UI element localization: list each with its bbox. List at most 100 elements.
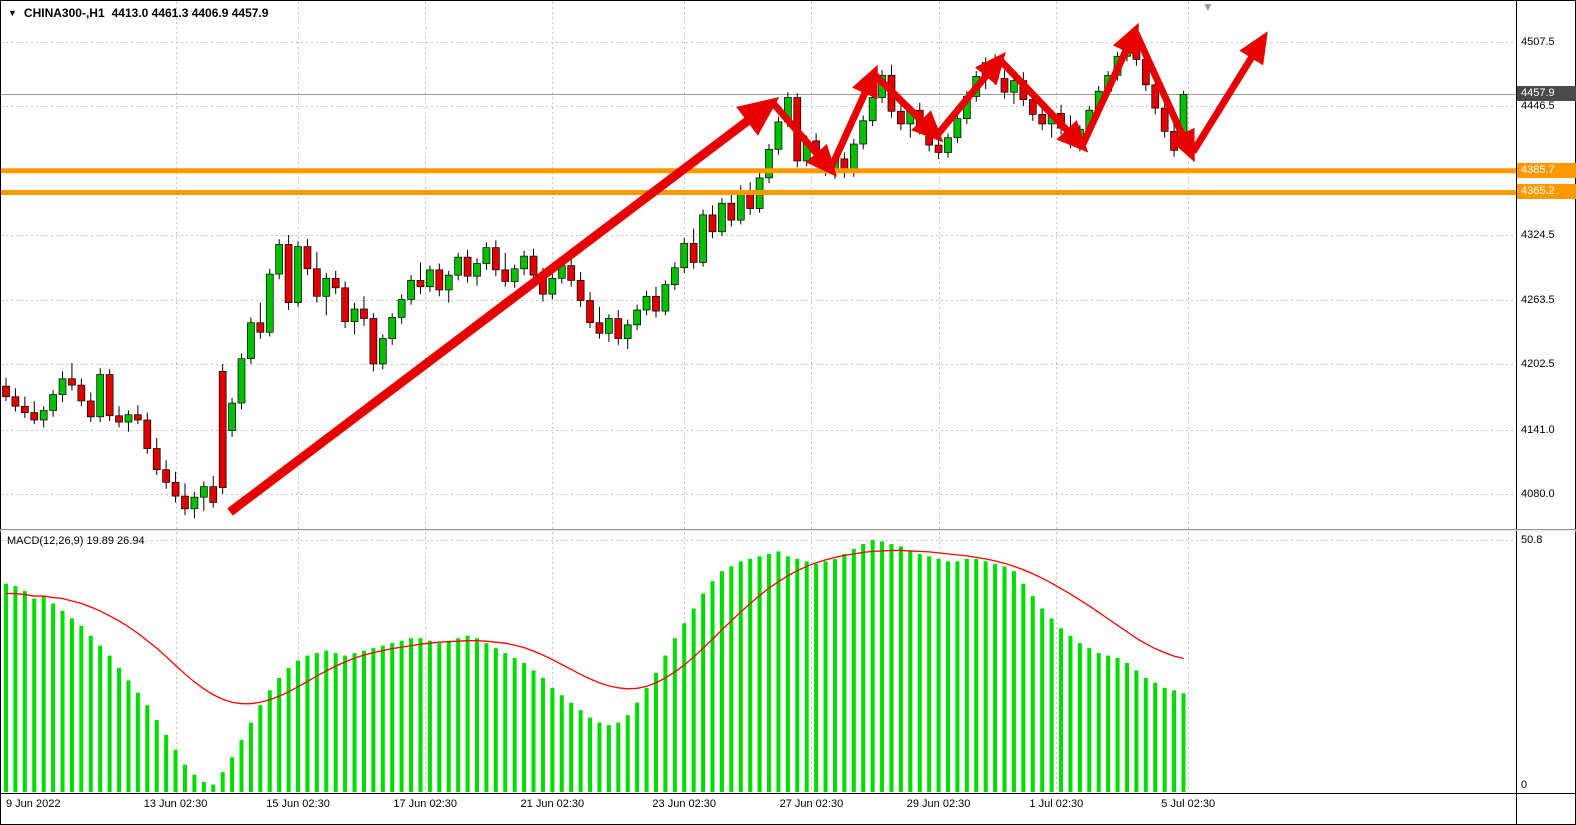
candle-body — [614, 318, 623, 339]
macd-histogram-bar — [182, 764, 187, 792]
macd-histogram-bar — [710, 581, 715, 792]
candle-body — [868, 97, 877, 122]
macd-histogram-bar — [361, 650, 366, 792]
trend-arrow[interactable] — [1190, 31, 1268, 154]
trend-arrow[interactable] — [1079, 22, 1139, 146]
macd-histogram-bar — [719, 571, 724, 792]
candle-body — [218, 371, 227, 489]
chart-shift-marker-icon[interactable]: ▼ — [1202, 0, 1214, 14]
candle-body — [68, 378, 76, 386]
macd-max-label: 50.8 — [1521, 534, 1543, 546]
macd-histogram-bar — [1153, 682, 1158, 792]
candle-body — [727, 202, 736, 221]
macd-histogram-bar — [79, 625, 84, 792]
time-axis[interactable]: 9 Jun 2022 13 Jun 02:30 15 Jun 02:30 17 Jun… — [0, 794, 1516, 825]
macd-histogram-bar — [418, 638, 423, 792]
candle-body — [699, 214, 707, 263]
candle-body — [388, 317, 397, 339]
macd-histogram-bar — [173, 749, 178, 792]
candle-body — [718, 202, 726, 233]
level-price-badge: 4385.7 — [1517, 162, 1576, 178]
candle-body — [143, 419, 152, 449]
macd-histogram-bar — [164, 734, 169, 792]
price-tick-label: 4446.5 — [1521, 100, 1555, 113]
candle-body — [199, 486, 208, 498]
macd-histogram-bar — [946, 561, 950, 792]
macd-histogram-bar — [578, 710, 583, 792]
macd-histogram-bar — [814, 563, 819, 792]
trend-arrow[interactable] — [827, 64, 878, 170]
macd-histogram-bar — [446, 640, 451, 792]
macd-histogram-bar — [738, 561, 743, 792]
macd-histogram-bar — [663, 655, 668, 792]
macd-histogram-bar — [230, 757, 235, 792]
candle-body — [77, 384, 86, 402]
candle-body — [96, 374, 105, 418]
macd-histogram-bar — [13, 586, 18, 792]
candle-body — [765, 148, 773, 179]
trend-arrow[interactable] — [998, 58, 1089, 153]
candle-body — [313, 268, 321, 297]
trend-arrow[interactable] — [872, 72, 944, 143]
macd-histogram-bar — [493, 648, 498, 792]
candle-body — [265, 273, 274, 333]
macd-histogram-bar — [465, 635, 470, 792]
trend-arrow[interactable] — [935, 51, 1006, 137]
macd-histogram-bar — [908, 551, 913, 792]
macd-histogram-bar — [889, 543, 894, 792]
macd-histogram-bar — [324, 650, 329, 792]
candle-body — [134, 414, 142, 421]
macd-histogram-bar — [117, 667, 122, 792]
macd-histogram-bar — [154, 720, 159, 792]
price-tick-label: 4202.5 — [1521, 358, 1555, 371]
trend-arrow[interactable] — [1132, 31, 1195, 163]
macd-histogram-bar — [1106, 655, 1111, 792]
candle-body — [58, 378, 67, 395]
candle-body — [181, 495, 189, 510]
candle-body — [49, 394, 57, 411]
candle-body — [482, 247, 491, 264]
macd-histogram-bar — [333, 653, 338, 792]
candle-body — [331, 277, 340, 289]
macd-histogram-bar — [258, 705, 263, 792]
chart-title: CHINA300-,H1 — [23, 6, 105, 20]
macd-histogram-bar — [267, 690, 272, 792]
macd-histogram-bar — [767, 553, 772, 792]
macd-histogram-bar — [437, 643, 442, 792]
macd-histogram-bar — [135, 692, 140, 792]
panel-divider[interactable] — [0, 527, 1576, 533]
macd-histogram-bar — [512, 658, 517, 792]
price-axis[interactable]: 4507.5 4446.5 4324.5 4263.5 4202.5 4141.0 4080… — [1517, 0, 1576, 793]
candle-body — [576, 280, 585, 301]
macd-histogram-bar — [248, 722, 253, 792]
candle-body — [605, 318, 613, 334]
macd-histogram-bar — [804, 561, 809, 792]
macd-histogram-bar — [993, 563, 998, 792]
macd-histogram-bar — [1134, 670, 1139, 792]
macd-histogram-bar — [1040, 608, 1045, 792]
macd-histogram-bar — [983, 561, 988, 792]
one-click-trading-arrow-icon[interactable]: ▼ — [8, 8, 17, 18]
candle-body — [454, 256, 463, 276]
candle-body — [341, 287, 349, 323]
candle-body — [247, 322, 255, 360]
candle-body — [378, 338, 387, 365]
trend-arrow[interactable] — [227, 96, 780, 516]
candle-body — [397, 299, 406, 318]
candle-body — [11, 396, 20, 407]
candle-body — [171, 482, 180, 497]
macd-histogram-bar — [682, 623, 687, 792]
macd-histogram-bar — [1181, 693, 1186, 792]
macd-histogram-bar — [475, 638, 479, 792]
candle-body — [953, 118, 962, 139]
macd-histogram-bar — [98, 645, 103, 792]
macd-histogram-bar — [729, 566, 734, 792]
macd-histogram-bar — [1011, 571, 1016, 792]
trend-arrow[interactable] — [770, 100, 837, 177]
macd-histogram-bar — [635, 702, 640, 792]
candle-body — [284, 244, 293, 303]
candle-body — [190, 496, 199, 510]
candle-body — [1000, 78, 1009, 93]
macd-histogram-bar — [277, 677, 282, 792]
